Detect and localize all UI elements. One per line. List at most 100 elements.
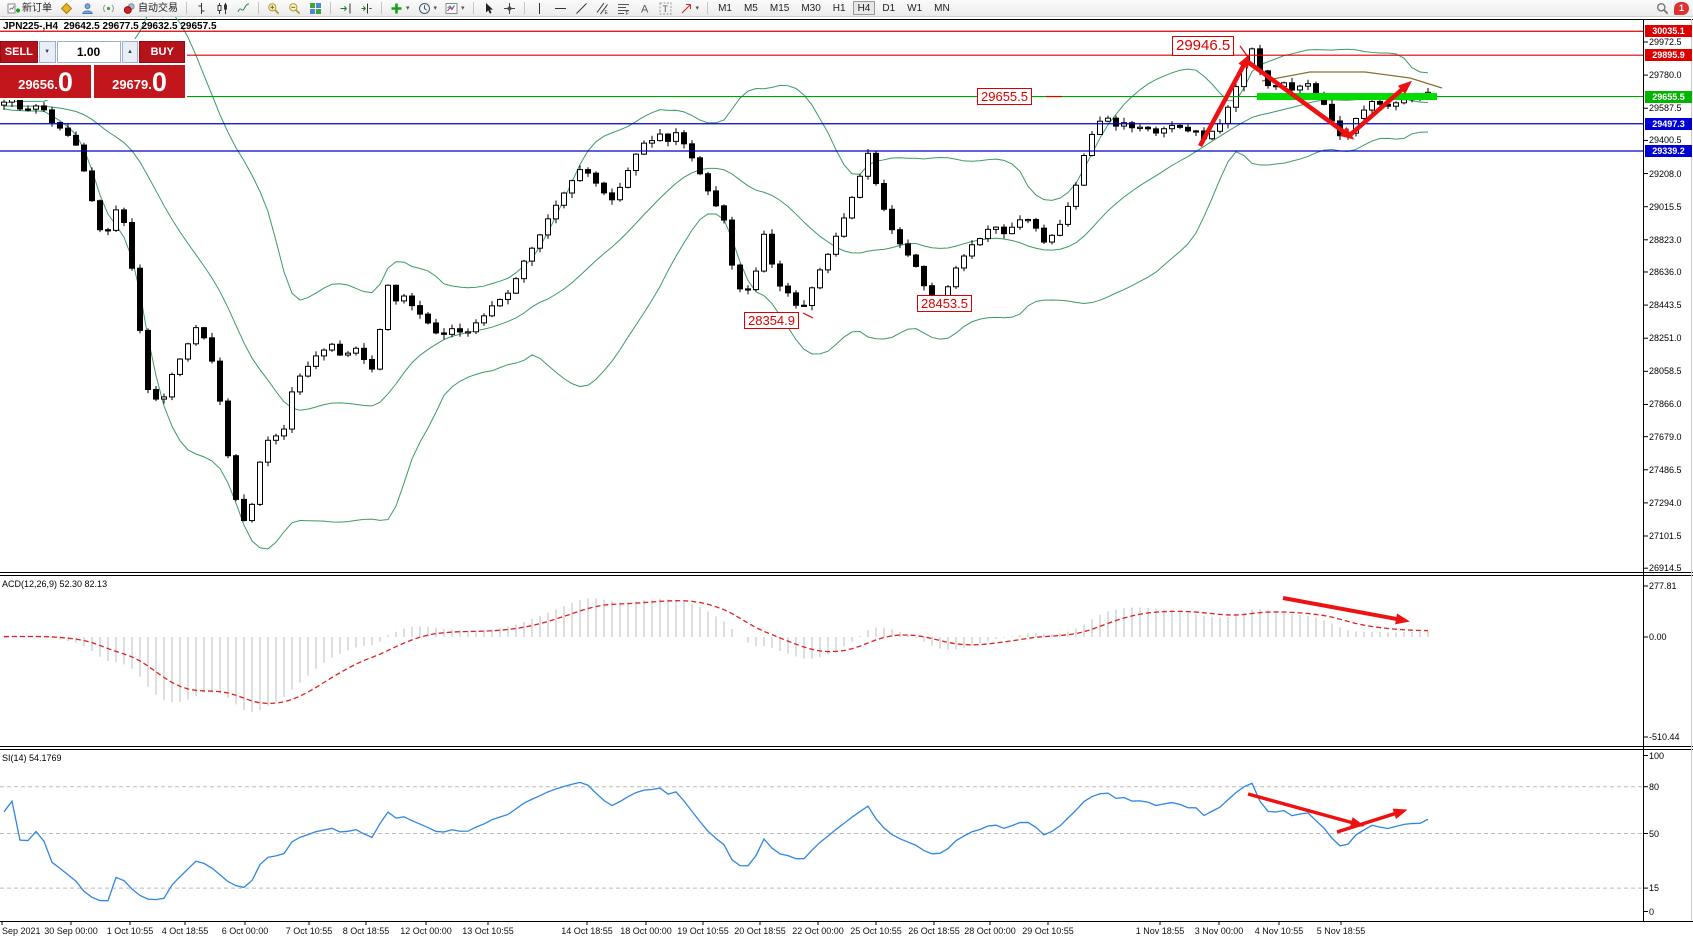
periods-icon[interactable]: ▾ — [415, 1, 441, 16]
macd-axis-tick: -510.44 — [1649, 732, 1680, 742]
toolbar-separator — [472, 2, 474, 14]
timeframe-h4[interactable]: H4 — [852, 1, 876, 15]
price-tick: 27486.5 — [1649, 464, 1682, 475]
community-icon[interactable] — [78, 1, 97, 16]
macd-axis-tick: 277.81 — [1649, 581, 1677, 591]
time-tick: Sep 2021 — [2, 926, 41, 936]
indicators-icon[interactable]: ▾ — [387, 1, 413, 16]
vertical-line-icon[interactable] — [530, 1, 549, 16]
timeframe-w1[interactable]: W1 — [907, 3, 923, 14]
price-tick: 29015.5 — [1649, 201, 1682, 212]
price-tick: 28636.0 — [1649, 266, 1682, 277]
timeframe-m30[interactable]: M30 — [801, 3, 821, 14]
chevron-down-icon[interactable]: ▾ — [695, 5, 700, 12]
candlestick-icon[interactable] — [213, 1, 232, 16]
timeframe-m1[interactable]: M1 — [718, 3, 732, 14]
svg-text:F: F — [625, 11, 628, 15]
time-tick: 1 Oct 10:55 — [106, 926, 154, 936]
gold-icon[interactable] — [57, 1, 76, 16]
autotrade-icon[interactable]: 自动交易 — [120, 1, 181, 16]
chevron-down-icon[interactable]: ▾ — [461, 5, 465, 12]
autotrade-label: 自动交易 — [138, 2, 178, 14]
sell-button[interactable]: SELL — [0, 41, 38, 63]
cursor-icon[interactable] — [479, 1, 498, 16]
fibonacci-icon[interactable]: F — [614, 1, 633, 16]
toolbar-separator — [707, 2, 709, 14]
notification-badge[interactable]: 1 — [1674, 1, 1689, 15]
line-chart-icon[interactable] — [234, 1, 253, 16]
templates-icon[interactable]: ▾ — [442, 1, 468, 16]
text-icon[interactable]: A — [635, 1, 654, 16]
new-order-label: 新订单 — [22, 2, 52, 14]
volume-input[interactable] — [56, 41, 121, 63]
price-level-badge: 30035.1 — [1645, 25, 1692, 38]
time-tick: 13 Oct 10:55 — [462, 926, 514, 936]
channel-icon[interactable]: E — [593, 1, 612, 16]
price-tick: 28823.0 — [1649, 234, 1682, 245]
rsi-indicator-label: SI(14) 54.1769 — [2, 753, 62, 763]
volume-down-button[interactable]: ▼ — [38, 41, 56, 63]
price-annotation[interactable]: 29946.5 — [1172, 36, 1235, 57]
zoom-out-icon[interactable] — [285, 1, 304, 16]
price-annotation[interactable]: 28354.9 — [744, 311, 799, 329]
bar-chart-icon[interactable] — [192, 1, 211, 16]
search-icon[interactable] — [1653, 1, 1672, 16]
volume-up-button[interactable]: ▲ — [121, 41, 139, 63]
tile-windows-icon[interactable] — [306, 1, 325, 16]
text-label-icon[interactable]: T — [656, 1, 675, 16]
toolbar-separator — [381, 2, 382, 14]
timeframe-m5[interactable]: M5 — [743, 3, 758, 14]
timeframe-d1[interactable]: D1 — [882, 3, 896, 14]
price-tick: 29780.0 — [1649, 70, 1682, 81]
chevron-down-icon[interactable]: ▾ — [433, 5, 438, 12]
price-level-badge: 29339.2 — [1645, 144, 1692, 157]
chart-shift-icon[interactable] — [357, 1, 376, 16]
price-level-badge: 29497.3 — [1645, 117, 1692, 130]
time-tick: 6 Oct 00:00 — [221, 926, 269, 936]
time-tick: 1 Nov 18:55 — [1135, 926, 1185, 936]
price-tick: 27294.0 — [1649, 497, 1682, 508]
time-tick: 3 Nov 00:00 — [1194, 926, 1244, 936]
svg-text:T: T — [662, 4, 668, 14]
arrows-icon[interactable]: ▾ — [677, 1, 703, 16]
timeframe-mn[interactable]: MN — [934, 3, 950, 14]
signals-icon[interactable] — [99, 1, 118, 16]
sell-price[interactable]: 29656. 0 — [0, 65, 91, 98]
trendline-icon[interactable] — [572, 1, 591, 16]
time-tick: 18 Oct 00:00 — [620, 926, 672, 936]
timeframe-h1[interactable]: H1 — [832, 3, 846, 14]
price-tick: 26914.5 — [1649, 563, 1682, 574]
price-level-badge: 29895.9 — [1645, 49, 1692, 62]
time-tick: 22 Oct 00:00 — [792, 926, 844, 936]
time-tick: 28 Oct 00:00 — [964, 926, 1016, 936]
price-tick: 29587.5 — [1649, 103, 1682, 114]
svg-text:A: A — [641, 3, 649, 15]
price-tick: 29400.5 — [1649, 135, 1682, 146]
rsi-axis-tick: 50 — [1649, 828, 1660, 839]
new-order-icon[interactable]: 新订单 — [4, 1, 55, 16]
chevron-down-icon[interactable]: ▾ — [406, 5, 410, 12]
price-annotation[interactable]: 28453.5 — [917, 294, 972, 312]
toolbar-separator — [258, 2, 259, 14]
one-click-trading-panel: SELL ▼ ▲ BUY 29656.0 29679.0 — [0, 39, 187, 100]
timeframe-m15[interactable]: M15 — [769, 3, 790, 14]
horizontal-line-icon[interactable] — [551, 1, 570, 16]
buy-button[interactable]: BUY — [139, 41, 185, 63]
crosshair-icon[interactable] — [500, 1, 519, 16]
macd-indicator-label: ACD(12,26,9) 52.30 82.13 — [2, 579, 108, 589]
toolbar-separator — [523, 2, 525, 14]
auto-scroll-icon[interactable] — [336, 1, 355, 16]
price-annotation[interactable]: 29655.5 — [977, 88, 1032, 106]
zoom-in-icon[interactable] — [264, 1, 283, 16]
chevron-down-icon: ▼ — [44, 49, 51, 55]
toolbar-separator — [186, 2, 187, 14]
rsi-axis-tick: 100 — [1649, 750, 1665, 761]
price-tick: 27866.0 — [1649, 399, 1682, 410]
buy-price[interactable]: 29679. 0 — [94, 65, 185, 98]
time-tick: 25 Oct 10:55 — [850, 926, 902, 936]
price-tick: 27679.0 — [1649, 431, 1682, 442]
price-tick: 27101.5 — [1649, 531, 1682, 541]
rsi-axis-tick: 80 — [1649, 781, 1660, 792]
